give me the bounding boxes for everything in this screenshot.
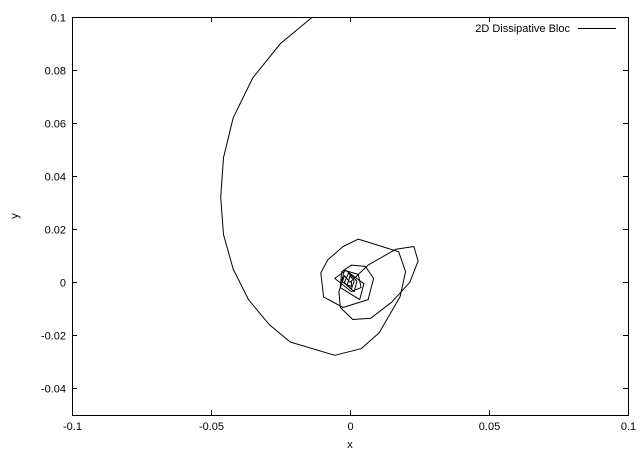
x-tick-label: 0 [347, 421, 353, 433]
x-tick-label: 0.05 [479, 421, 500, 433]
y-axis-label: y [9, 213, 21, 219]
x-tick-labels: -0.1 -0.05 0 0.05 0.1 [63, 421, 636, 433]
axis-ticks [72, 17, 629, 415]
y-tick-label: -0.02 [41, 331, 66, 343]
y-tick-label: 0.1 [51, 13, 66, 25]
legend-entry-label: 2D Dissipative Bloc [475, 23, 570, 35]
x-tick-label: -0.1 [63, 421, 82, 433]
y-tick-label: 0 [60, 278, 66, 290]
y-tick-labels: -0.04 -0.02 0 0.02 0.04 0.06 0.08 0.1 [41, 13, 66, 396]
series-line-2d-dissipative-bloc [220, 16, 419, 356]
y-tick-label: 0.04 [45, 172, 66, 184]
y-tick-label: 0.06 [45, 119, 66, 131]
y-tick-label: 0.08 [45, 66, 66, 78]
y-tick-label: -0.04 [41, 384, 66, 396]
legend: 2D Dissipative Bloc [475, 23, 616, 35]
x-tick-label: -0.05 [199, 421, 224, 433]
x-axis-label: x [347, 439, 353, 451]
y-tick-label: 0.02 [45, 225, 66, 237]
plot-frame [72, 17, 629, 416]
x-tick-label: 0.1 [621, 421, 636, 433]
